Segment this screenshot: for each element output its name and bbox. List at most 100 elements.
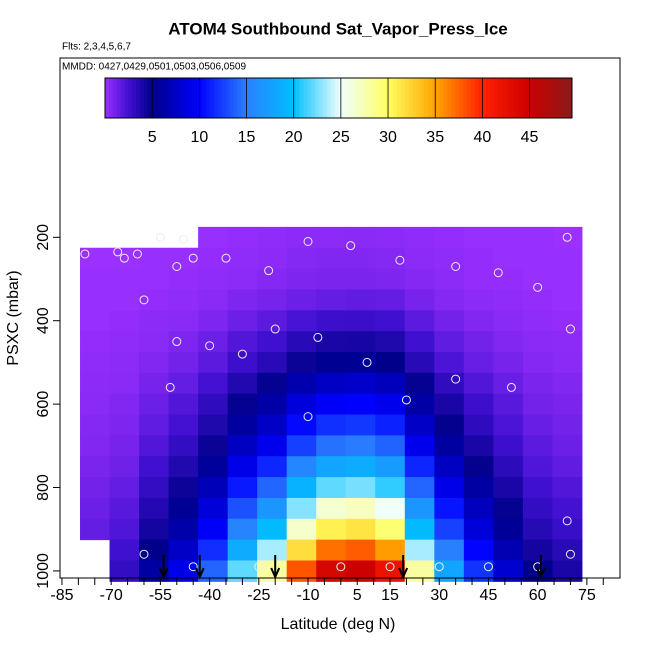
colorbar-swatch (178, 78, 184, 118)
colorbar-tick-label: 30 (379, 129, 397, 146)
heat-cell (434, 331, 465, 353)
colorbar-swatch (108, 78, 114, 118)
heat-cell (257, 539, 288, 561)
colorbar-swatch (202, 78, 207, 118)
heat-cell (257, 497, 288, 520)
heat-cell (286, 289, 317, 311)
colorbar-swatch (459, 78, 464, 118)
sample-point (119, 253, 129, 263)
heat-cell (404, 351, 435, 374)
sample-point (270, 324, 280, 334)
heat-cell (493, 268, 524, 290)
heat-cell (404, 539, 435, 561)
heat-cell (139, 497, 170, 520)
sample-point (178, 234, 188, 244)
heat-cell (463, 268, 494, 290)
colorbar-swatch (171, 78, 176, 118)
y-tick-label: 600 (35, 391, 52, 418)
heat-cell (227, 268, 258, 290)
heat-cell (345, 289, 376, 311)
heat-cell (316, 247, 347, 270)
heat-cell (552, 539, 583, 561)
heat-cell (286, 560, 317, 582)
colorbar-swatch (260, 78, 266, 118)
x-tick-label: -25 (247, 587, 270, 604)
heat-cell (552, 518, 583, 541)
heat-cell (493, 372, 524, 395)
colorbar-swatch (377, 78, 382, 118)
heat-cell (286, 518, 317, 541)
colorbar-swatch (155, 78, 160, 118)
heat-cell (404, 372, 435, 395)
sample-point (205, 341, 215, 351)
heat-cell (80, 310, 111, 332)
heat-cell (109, 414, 140, 436)
colorbar-swatch (470, 78, 476, 118)
heat-cell (168, 310, 199, 332)
colorbar-swatch (299, 78, 304, 118)
heat-cell (493, 560, 524, 582)
heat-cell (316, 435, 347, 457)
heat-cell (168, 289, 199, 311)
heat-cell (345, 477, 376, 499)
colorbar-swatch (373, 78, 378, 118)
colorbar-swatch (439, 78, 445, 118)
heat-cell (463, 331, 494, 353)
heat-cell (552, 560, 583, 582)
x-tick-label: 60 (529, 587, 547, 604)
colorbar-frame (104, 77, 573, 119)
heat-cell (198, 497, 229, 520)
heat-cell (139, 435, 170, 457)
heat-cell (552, 289, 583, 311)
heat-cell (198, 456, 229, 478)
heat-cell (434, 456, 465, 478)
colorbar-tick-label: 40 (473, 129, 491, 146)
heat-cell (198, 372, 229, 395)
heat-cell (522, 477, 553, 499)
heat-cell (316, 226, 347, 249)
colorbar-swatch (568, 78, 573, 118)
heat-cell (375, 289, 406, 311)
heat-cell (463, 289, 494, 311)
colorbar-swatch (396, 78, 402, 118)
colorbar-swatch (463, 78, 468, 118)
heat-cell (522, 310, 553, 332)
colorbar-swatch (237, 78, 242, 118)
colorbar-swatch (478, 78, 483, 118)
heat-cell (345, 226, 376, 249)
colorbar-swatch (482, 78, 487, 118)
heat-cell (345, 310, 376, 332)
heat-cell (109, 477, 140, 499)
heat-cell (493, 393, 524, 416)
heat-cell (109, 560, 140, 582)
x-tick-label: 15 (381, 587, 399, 604)
heat-cell (109, 518, 140, 541)
heat-cell (227, 518, 258, 541)
heat-cell (493, 518, 524, 541)
plot-frame (59, 57, 621, 579)
heat-cell (522, 268, 553, 290)
heat-cell (198, 393, 229, 416)
heat-cell (404, 414, 435, 436)
heat-cell (404, 310, 435, 332)
heat-cell (404, 268, 435, 290)
heat-cell (493, 226, 524, 249)
colorbar-swatch (556, 78, 561, 118)
heat-cell (139, 247, 170, 270)
heat-cell (345, 331, 376, 353)
heat-cell (463, 435, 494, 457)
heat-cell (80, 351, 111, 374)
heat-cell (80, 518, 111, 541)
x-tick-label: 30 (430, 587, 448, 604)
colorbar-swatch (443, 78, 448, 118)
heat-cell (404, 435, 435, 457)
heat-cell (463, 247, 494, 270)
heat-cell (345, 393, 376, 416)
heat-cell (404, 560, 435, 582)
colorbar-swatch (490, 78, 495, 118)
colorbar-swatch (525, 78, 530, 118)
colorbar-swatch (284, 78, 289, 118)
heat-cell (80, 497, 111, 520)
heat-cell (316, 393, 347, 416)
colorbar-tick-label: 10 (190, 129, 208, 146)
